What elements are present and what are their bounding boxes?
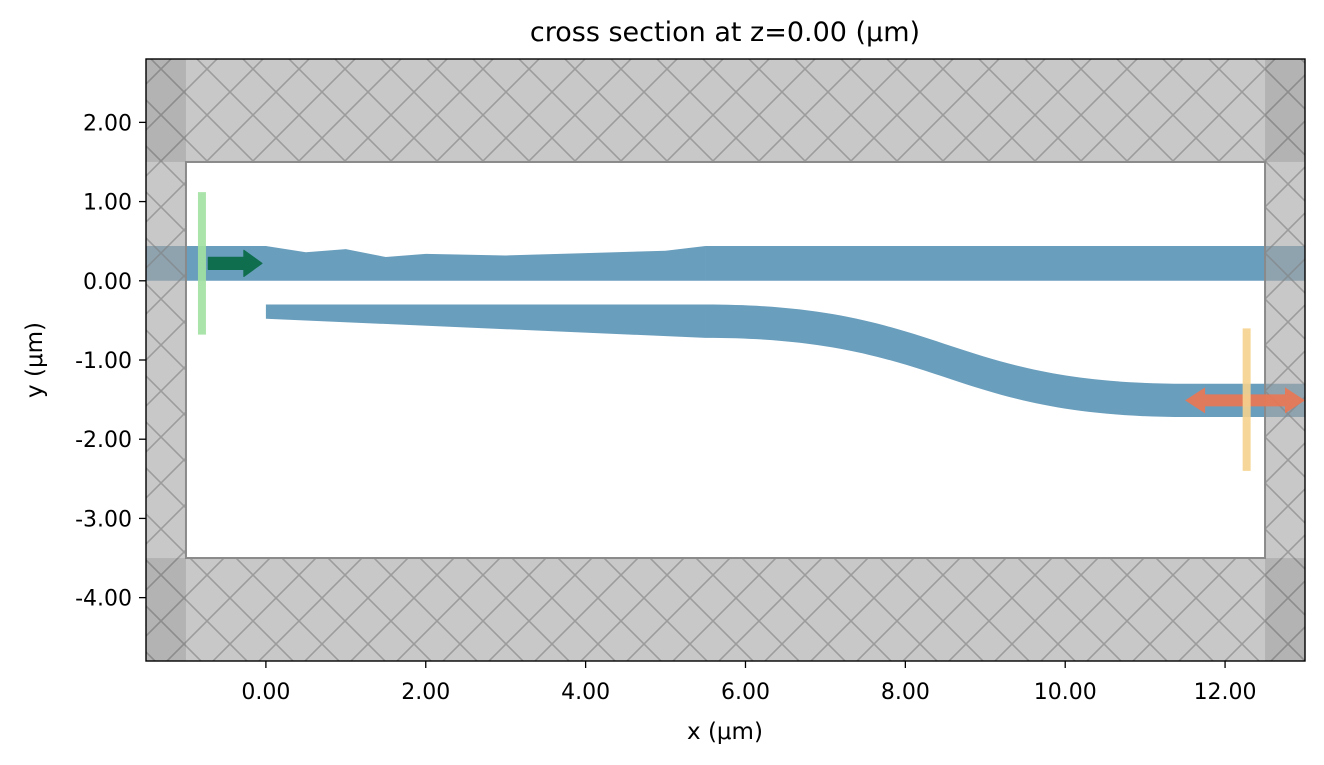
x-tick-label: 2.00 xyxy=(401,680,450,705)
y-tick-label: 2.00 xyxy=(83,111,132,136)
x-tick-label: 0.00 xyxy=(241,680,290,705)
y-tick-label: -3.00 xyxy=(75,507,132,532)
x-tick-label: 10.00 xyxy=(1034,680,1097,705)
pml-left-hatch xyxy=(146,59,186,661)
plot-area xyxy=(146,59,1305,661)
y-tick-label: 0.00 xyxy=(83,270,132,295)
source-direction-arrow xyxy=(207,249,263,277)
y-tick-label: -4.00 xyxy=(75,587,132,612)
upper-waveguide-straight xyxy=(705,245,1305,281)
upper-waveguide-taper xyxy=(146,245,706,281)
x-tick-label: 6.00 xyxy=(721,680,770,705)
y-tick-label: -2.00 xyxy=(75,428,132,453)
lower-waveguide-taper xyxy=(265,304,706,338)
pml-bottom-hatch xyxy=(146,558,1305,661)
x-tick-label: 12.00 xyxy=(1194,680,1257,705)
y-axis: 2.00 1.00 0.00 -1.00 -2.00 -3.00 -4.00 xyxy=(75,111,146,612)
lower-waveguide-sbend xyxy=(705,304,1305,418)
x-axis-label: x (μm) xyxy=(687,719,763,745)
pml-top-hatch xyxy=(146,59,1305,162)
x-axis: 0.00 2.00 4.00 6.00 8.00 10.00 12.00 xyxy=(241,661,1257,705)
plot-title: cross section at z=0.00 (μm) xyxy=(530,17,920,48)
x-tick-label: 8.00 xyxy=(881,680,930,705)
y-axis-label: y (μm) xyxy=(22,322,48,398)
simulation-boundary xyxy=(184,160,1267,560)
x-tick-label: 4.00 xyxy=(561,680,610,705)
y-tick-label: -1.00 xyxy=(75,349,132,374)
y-tick-label: 1.00 xyxy=(83,191,132,216)
pml-right-hatch xyxy=(1265,59,1305,661)
